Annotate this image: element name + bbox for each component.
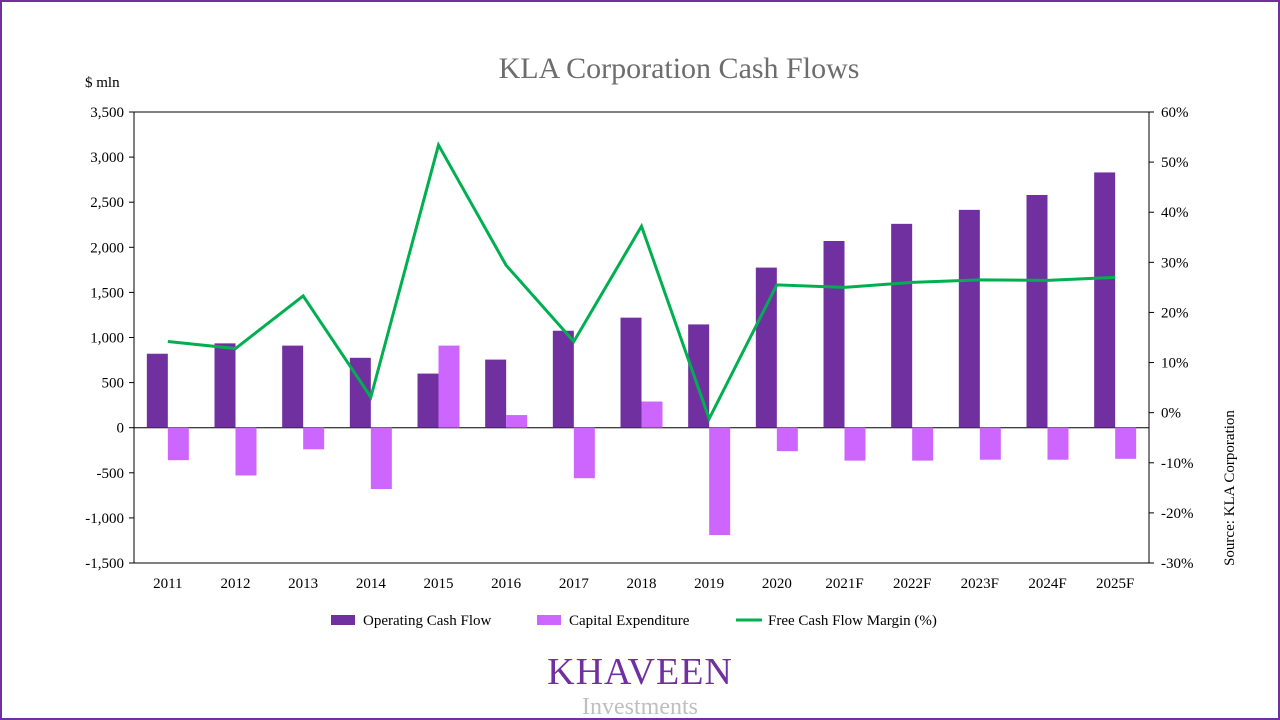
bar-capital-expenditure xyxy=(844,427,866,461)
x-axis-tick-label: 2012 xyxy=(221,576,251,592)
x-axis-tick-label: 2017 xyxy=(559,576,590,592)
bar-capital-expenditure xyxy=(370,427,392,490)
bar-capital-expenditure xyxy=(1047,427,1069,460)
y-axis-tick-label: 500 xyxy=(102,376,125,392)
y-axis-tick-label: 2,500 xyxy=(90,195,124,211)
bar-capital-expenditure xyxy=(573,427,595,479)
y-axis-tick-label: 3,500 xyxy=(90,105,124,121)
legend-label: Free Cash Flow Margin (%) xyxy=(768,613,937,629)
bar-operating-cash-flow xyxy=(485,359,507,428)
source-note: Source: KLA Corporation xyxy=(1222,410,1238,566)
legend: Operating Cash Flow Capital Expenditure Fr… xyxy=(331,613,937,629)
y2-axis-tick-label: 50% xyxy=(1161,155,1189,171)
y2-axis-tick-label: 0% xyxy=(1161,406,1181,422)
bar-operating-cash-flow xyxy=(552,330,574,428)
y-axis-tick-label: 1,000 xyxy=(90,331,124,347)
x-axis-tick-label: 2022F xyxy=(893,576,931,592)
plot-area: 3,500 3,000 2,500 2,000 1,500 1,000 500 0 -500 -1… xyxy=(85,105,1193,592)
x-axis-tick-label: 2020 xyxy=(762,576,792,592)
bar-operating-cash-flow xyxy=(1094,172,1116,428)
bar-capital-expenditure xyxy=(438,345,460,428)
bar-operating-cash-flow xyxy=(823,240,845,428)
y2-axis-tick-label: 10% xyxy=(1161,356,1189,372)
x-axis-tick-label: 2019 xyxy=(694,576,724,592)
legend-label: Capital Expenditure xyxy=(569,613,690,629)
bar-operating-cash-flow xyxy=(214,343,236,428)
line-free-cash-flow-margin xyxy=(167,141,1116,423)
chart-title: KLA Corporation Cash Flows xyxy=(499,52,860,85)
bar-capital-expenditure xyxy=(235,427,257,476)
y-axis-tick-label: 1,500 xyxy=(90,285,124,301)
legend-swatch xyxy=(331,615,355,625)
bar-capital-expenditure xyxy=(1115,427,1137,459)
x-axis-tick-label: 2016 xyxy=(491,576,522,592)
logo-sub-text: Investments xyxy=(582,694,698,720)
bar-capital-expenditure xyxy=(709,427,731,536)
bar-operating-cash-flow xyxy=(282,345,304,428)
y2-axis-tick-label: -20% xyxy=(1161,506,1194,522)
bar-capital-expenditure xyxy=(506,415,528,428)
bar-capital-expenditure xyxy=(776,427,798,452)
y-axis-tick-label: -500 xyxy=(97,466,125,482)
y2-axis-tick-label: 40% xyxy=(1161,205,1189,221)
y2-axis-tick-label: 60% xyxy=(1161,105,1189,121)
x-axis-tick-label: 2024F xyxy=(1028,576,1066,592)
y2-axis-tick-label: 20% xyxy=(1161,305,1189,321)
bar-capital-expenditure xyxy=(912,427,934,461)
x-axis-tick-label: 2025F xyxy=(1096,576,1134,592)
y-axis-tick-label: 2,000 xyxy=(90,240,124,256)
y2-axis-tick-label: -30% xyxy=(1161,556,1194,572)
bar-operating-cash-flow xyxy=(146,353,168,428)
x-axis-tick-label: 2018 xyxy=(627,576,657,592)
bar-operating-cash-flow xyxy=(755,267,777,428)
y-axis-tick-label: -1,500 xyxy=(85,556,124,572)
bar-capital-expenditure xyxy=(979,427,1001,460)
bar-operating-cash-flow xyxy=(958,209,980,428)
y-axis-tick-label: 0 xyxy=(117,421,125,437)
legend-swatch xyxy=(537,615,561,625)
x-axis-tick-label: 2021F xyxy=(825,576,863,592)
bar-operating-cash-flow xyxy=(620,317,642,428)
logo-main-text: KHAVEEN xyxy=(547,651,733,693)
bar-operating-cash-flow xyxy=(1026,194,1048,428)
y-axis-tick-label: 3,000 xyxy=(90,150,124,166)
legend-label: Operating Cash Flow xyxy=(363,613,491,629)
y2-axis-tick-label: 30% xyxy=(1161,255,1189,271)
y-axis-tick-label: -1,000 xyxy=(85,511,124,527)
bar-capital-expenditure xyxy=(167,427,189,461)
x-axis-tick-label: 2013 xyxy=(288,576,318,592)
y-axis-unit-label: $ mln xyxy=(85,75,120,91)
bar-operating-cash-flow xyxy=(417,373,439,428)
bar-operating-cash-flow xyxy=(891,223,913,428)
y2-axis-tick-label: -10% xyxy=(1161,456,1194,472)
bar-capital-expenditure xyxy=(641,401,663,428)
bar-capital-expenditure xyxy=(303,427,325,450)
khaveen-logo: KHAVEEN Investments xyxy=(0,652,1280,720)
x-axis-tick-label: 2011 xyxy=(153,576,182,592)
x-axis-tick-label: 2014 xyxy=(356,576,387,592)
x-axis-tick-label: 2015 xyxy=(424,576,454,592)
x-axis-tick-label: 2023F xyxy=(961,576,999,592)
